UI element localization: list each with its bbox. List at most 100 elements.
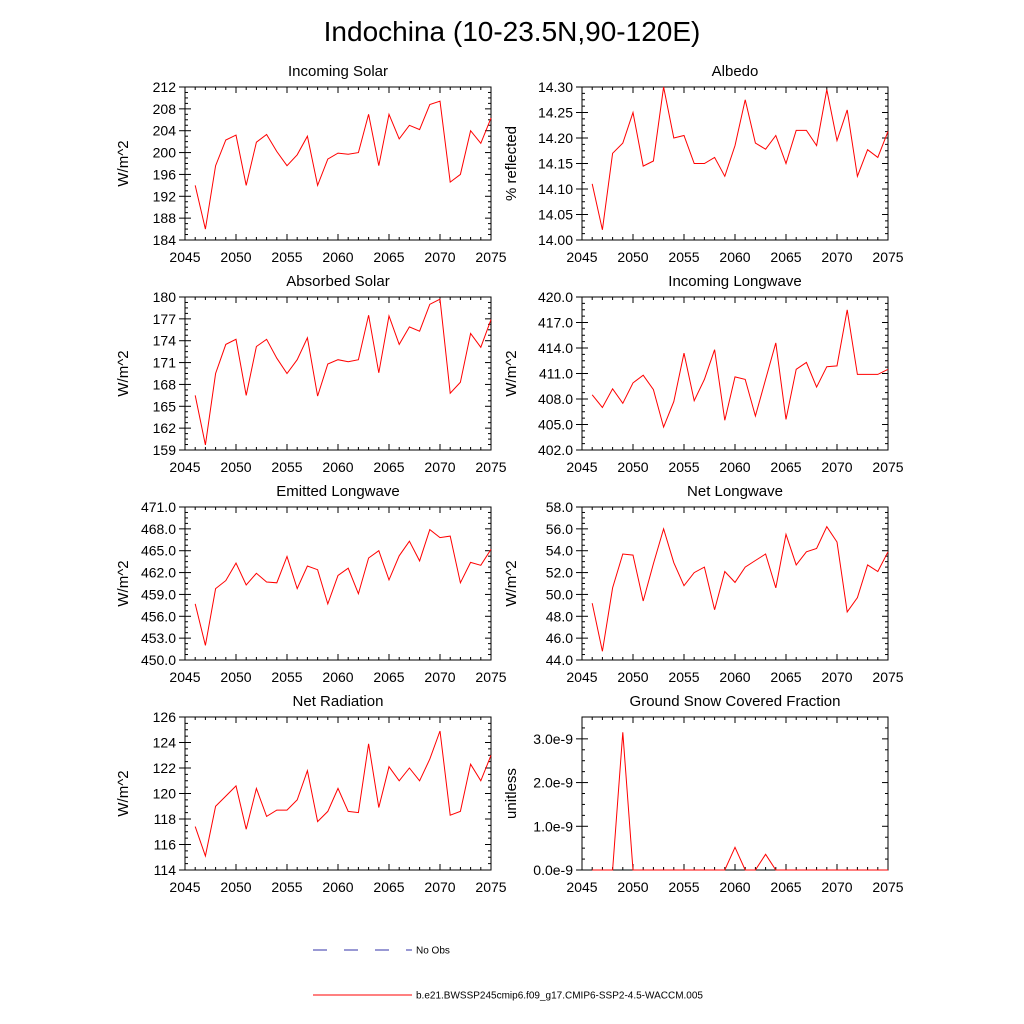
x-tick-label: 2055: [668, 249, 699, 265]
x-tick-label: 2045: [169, 879, 200, 895]
y-tick-label: 44.0: [546, 652, 573, 668]
plot-frame: [184, 716, 492, 871]
y-axis-label: W/m^2: [115, 560, 132, 606]
y-tick-label: 174: [153, 333, 177, 349]
x-tick-label: 2060: [719, 249, 750, 265]
x-tick-label: 2050: [617, 459, 648, 475]
y-tick-label: 171: [153, 355, 177, 371]
x-tick-label: 2075: [872, 669, 903, 685]
y-tick-label: 405.0: [538, 417, 573, 433]
x-tick-label: 2045: [169, 669, 200, 685]
x-tick-label: 2070: [424, 249, 455, 265]
x-tick-label: 2060: [719, 669, 750, 685]
y-axis-label: W/m^2: [115, 770, 132, 816]
chart-panel: 2045 2050 2055 2060 2065 2070 2075 159 162 165 168…: [115, 273, 507, 475]
panel-title: Incoming Solar: [288, 63, 388, 80]
y-tick-label: 1.0e-9: [533, 818, 573, 834]
x-tick-label: 2065: [373, 459, 404, 475]
x-tick-label: 2070: [821, 879, 852, 895]
y-tick-label: 122: [153, 760, 177, 776]
x-tick-label: 2050: [617, 879, 648, 895]
x-tick-label: 2045: [566, 249, 597, 265]
plot-frame: [184, 86, 492, 241]
y-tick-label: 462.0: [141, 565, 176, 581]
legend-obs-label: No Obs: [416, 946, 450, 957]
x-tick-label: 2075: [475, 459, 506, 475]
x-tick-label: 2055: [668, 669, 699, 685]
x-tick-label: 2045: [169, 459, 200, 475]
series-line: [194, 100, 492, 230]
y-tick-label: 402.0: [538, 442, 573, 458]
y-tick-label: 14.30: [538, 79, 573, 95]
y-tick-label: 124: [153, 735, 177, 751]
x-tick-label: 2075: [475, 249, 506, 265]
series-line: [591, 525, 889, 652]
x-tick-label: 2065: [770, 669, 801, 685]
y-tick-label: 56.0: [546, 521, 573, 537]
x-tick-label: 2070: [821, 459, 852, 475]
y-tick-label: 200: [153, 145, 177, 161]
y-tick-label: 54.0: [546, 543, 573, 559]
y-tick-label: 52.0: [546, 565, 573, 581]
x-tick-label: 2045: [169, 249, 200, 265]
plot-frame: [184, 296, 492, 451]
series-line: [592, 732, 888, 871]
x-tick-label: 2045: [566, 879, 597, 895]
x-tick-label: 2060: [322, 249, 353, 265]
chart-panel: 2045 2050 2055 2060 2065 2070 2075 0.0e-9 1.0e-9…: [503, 693, 904, 895]
y-tick-label: 116: [154, 837, 177, 853]
y-tick-label: 48.0: [546, 608, 573, 624]
x-tick-label: 2050: [617, 669, 648, 685]
chart-panel: 2045 2050 2055 2060 2065 2070 2075 402.0 405.0 40…: [503, 273, 904, 475]
y-tick-label: 408.0: [538, 391, 573, 407]
y-tick-label: 204: [153, 123, 177, 139]
legend: No Obs b.e21.BWSSP245cmip6.f09_g17.CMIP6…: [313, 946, 703, 1002]
y-tick-label: 468.0: [141, 521, 176, 537]
plot-frame: [184, 506, 492, 661]
y-tick-label: 459.0: [141, 586, 176, 602]
y-tick-label: 188: [153, 210, 177, 226]
chart-panel: 2045 2050 2055 2060 2065 2070 2075 14.00 14.05 14…: [503, 63, 904, 265]
x-tick-label: 2075: [872, 249, 903, 265]
y-axis-label: % reflected: [503, 126, 520, 201]
y-tick-label: 14.05: [538, 207, 573, 223]
x-tick-label: 2045: [566, 669, 597, 685]
plot-frame: [581, 86, 889, 241]
series-line: [591, 309, 889, 429]
x-tick-label: 2060: [719, 879, 750, 895]
x-tick-label: 2065: [770, 249, 801, 265]
y-axis-label: unitless: [503, 768, 520, 819]
x-tick-label: 2075: [475, 669, 506, 685]
y-tick-label: 46.0: [546, 630, 573, 646]
panel-title: Absorbed Solar: [286, 273, 389, 290]
chart-panel: 2045 2050 2055 2060 2065 2070 2075 44.0 46.0 48.0…: [503, 483, 904, 685]
y-tick-label: 2.0e-9: [533, 775, 573, 791]
y-axis-label: W/m^2: [115, 140, 132, 186]
x-tick-label: 2070: [424, 459, 455, 475]
x-tick-label: 2055: [271, 459, 302, 475]
y-tick-label: 114: [154, 862, 177, 878]
panel-title: Net Radiation: [293, 693, 384, 710]
y-tick-label: 456.0: [141, 608, 176, 624]
x-tick-label: 2075: [872, 879, 903, 895]
y-axis-label: W/m^2: [503, 350, 520, 396]
y-tick-label: 0.0e-9: [533, 862, 573, 878]
y-tick-label: 420.0: [538, 289, 573, 305]
x-tick-label: 2065: [770, 879, 801, 895]
y-tick-label: 465.0: [141, 543, 176, 559]
chart-panel: 2045 2050 2055 2060 2065 2070 2075 184 188 192 196…: [115, 63, 507, 265]
x-tick-label: 2055: [668, 459, 699, 475]
x-tick-label: 2045: [566, 459, 597, 475]
series-line: [194, 730, 492, 858]
x-tick-label: 2055: [271, 879, 302, 895]
x-tick-label: 2060: [322, 459, 353, 475]
y-tick-label: 417.0: [538, 315, 573, 331]
x-tick-label: 2070: [821, 669, 852, 685]
y-tick-label: 3.0e-9: [533, 731, 573, 747]
x-tick-label: 2060: [322, 879, 353, 895]
y-tick-label: 196: [153, 166, 177, 182]
plot-frame: [581, 296, 889, 451]
y-tick-label: 58.0: [546, 499, 573, 515]
y-tick-label: 192: [153, 188, 177, 204]
x-tick-label: 2050: [220, 879, 251, 895]
